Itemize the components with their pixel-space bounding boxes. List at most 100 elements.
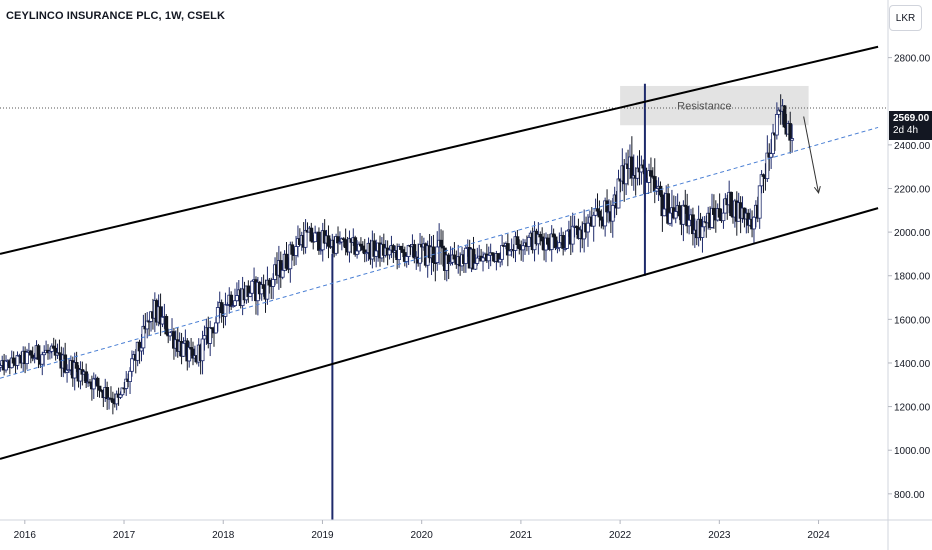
candle-body [97,385,102,391]
candle-body [521,245,525,251]
candle-body [515,236,520,246]
forecast-arrow-head [813,185,821,194]
candle-body [271,279,276,287]
candle-body [11,357,16,364]
candle-body [294,246,298,256]
candle-body [681,204,686,225]
candle-body [557,242,562,249]
candle-body [387,249,392,256]
channel-lower-line [0,207,879,460]
candle-body [25,351,29,365]
candle-body [769,153,774,158]
candle-body [317,231,321,251]
candle-body [4,360,8,371]
candle-body [790,138,795,141]
resistance-label: Resistance [677,101,731,113]
last-price-badge: 2569.00 2d 4h [889,111,932,140]
candle-body [586,222,590,233]
time-tick-label: 2020 [411,530,434,541]
candle-body [95,377,100,387]
candle-body [233,300,237,306]
candle-body [215,307,220,324]
candle-body [248,292,253,297]
candle-body [673,211,678,219]
candle-body [284,253,289,269]
time-axis-bg [0,520,932,550]
price-axis-bg [888,0,932,550]
candle-body [463,247,468,264]
candle-body [662,208,667,217]
candle-body [360,245,365,251]
candle-body [208,327,213,344]
candle-body [40,354,45,365]
candle-body [128,370,132,382]
candle-body [110,398,115,403]
candle-body [771,132,775,155]
channel-mid-line [0,126,879,379]
candle-body [551,233,556,238]
candle-body [700,226,705,238]
currency-button[interactable]: LKR [889,5,922,31]
candle-body [435,246,440,263]
time-tick-label: 2023 [708,530,731,541]
candle-body [202,335,207,340]
candle-body [412,244,417,259]
candle-body [84,371,89,384]
candle-body [507,250,512,256]
candle-body [526,236,531,247]
candle-body [219,302,224,314]
candles [0,83,795,520]
candle-body [505,243,510,256]
candle-body [181,342,186,357]
candle-body [139,347,144,352]
candle-body [788,123,793,141]
candle-body [565,230,569,249]
candle-body [223,304,228,317]
candle-body [280,269,285,278]
candle-body [313,232,318,243]
time-tick-label: 2022 [609,530,632,541]
candle-body [200,338,205,362]
candle-body [677,205,682,217]
candle-body [32,357,37,360]
candle-body [570,225,575,245]
time-tick-label: 2021 [510,530,533,541]
time-tick-label: 2019 [311,530,334,541]
candle-body [597,210,602,218]
candle-body [553,236,558,249]
candle-body [91,378,96,390]
price-tick-label: 800.00 [894,490,925,501]
bar-countdown: 2d 4h [893,125,919,136]
price-tick-label: 1400.00 [894,359,931,370]
candle-body [629,156,634,179]
forecast-arrow [803,116,820,193]
candle-body [326,235,331,247]
candle-body [729,191,733,216]
candle-body [49,345,54,352]
last-price-value: 2569.00 [893,113,930,124]
price-tick-label: 2000.00 [894,228,931,239]
candle-body [42,352,47,356]
price-tick-label: 1000.00 [894,446,931,457]
candle-body [404,256,409,262]
candle-body [616,178,621,209]
candle-body [658,185,663,196]
candle-body [687,219,691,227]
candle-body [473,263,478,270]
candle-body [452,254,457,260]
candle-body [399,246,403,250]
time-tick-label: 2016 [14,530,37,541]
candle-body [160,316,165,325]
candle-body [400,249,405,253]
candle-body [187,347,192,362]
candle-body [229,294,234,307]
candle-body [15,355,20,366]
candle-body [441,245,445,249]
candle-body [63,354,68,373]
candle-body [481,257,485,262]
price-tick-label: 2800.00 [894,54,931,65]
candle-body [540,236,545,242]
candle-body [500,245,505,260]
